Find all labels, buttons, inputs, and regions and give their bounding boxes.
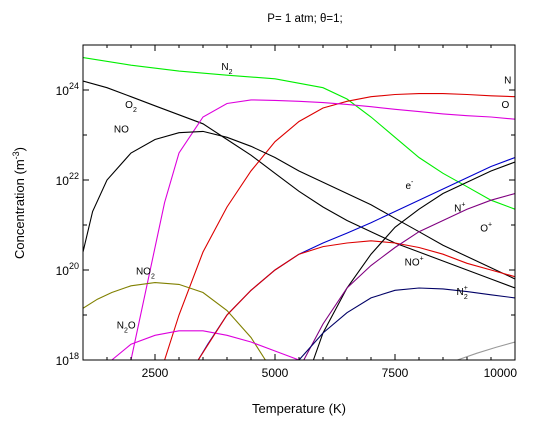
series-label-sup: + — [420, 256, 424, 263]
series-label-sub: 2 — [151, 274, 155, 281]
y-tick-base: 10 — [56, 354, 70, 368]
series-line-NO2 — [83, 282, 266, 360]
y-tick-label: 1020 — [56, 261, 79, 278]
series-line-NO — [83, 130, 515, 280]
series-label-N2+: N+ 2 — [457, 285, 468, 301]
series-line-O+ — [303, 192, 515, 360]
series-layer — [83, 57, 515, 360]
y-tick-exponent: 24 — [69, 81, 79, 91]
series-label-sup: + — [461, 202, 465, 209]
x-tick-label: 2500 — [142, 366, 169, 380]
series-label-main: e — [405, 181, 411, 192]
series-label-NO: NO — [114, 125, 129, 136]
y-axis-label-close: ) — [12, 147, 27, 151]
series-label-NO+: NO+ — [405, 256, 424, 269]
series-line-N — [164, 93, 515, 360]
series-label-N+: N+ — [454, 202, 465, 215]
y-axis-label: Concentration (m-3) — [11, 147, 27, 259]
y-axis-label-main: Concentration (m — [12, 159, 27, 259]
series-label-main: N — [457, 287, 464, 298]
series-label-O2: O2 — [125, 100, 137, 114]
plot-frame — [82, 44, 516, 361]
series-label-N2O: N2O — [117, 321, 136, 335]
chart-title: P= 1 atm; θ=1; — [267, 13, 342, 25]
x-tick-label: 7500 — [382, 366, 409, 380]
series-line-e- — [197, 156, 515, 360]
series-label-sup: - — [411, 179, 414, 186]
series-line-O — [130, 99, 515, 360]
series-label-sub: 2 — [133, 107, 137, 114]
series-label-main: NO — [114, 125, 129, 136]
series-label-tail: O — [128, 321, 136, 332]
series-label-O+: O+ — [480, 222, 492, 235]
series-label-main: NO — [136, 267, 151, 278]
series-label-main: O — [125, 100, 133, 111]
y-tick-label: 1018 — [56, 351, 79, 368]
y-tick-base: 10 — [56, 174, 70, 188]
series-label-N: N — [504, 75, 511, 86]
x-axis-label: Temperature (K) — [252, 401, 346, 416]
x-tick-label: 10000 — [484, 366, 518, 380]
series-label-main: N — [117, 321, 124, 332]
y-tick-exponent: 22 — [69, 171, 79, 181]
series-label-main: N — [454, 204, 461, 215]
series-line-N2O — [111, 330, 300, 360]
series-line-N+ — [312, 161, 515, 360]
y-tick-exponent: 20 — [69, 261, 79, 271]
y-axis-label-sup: -3 — [11, 151, 21, 159]
series-line-NO+ — [197, 240, 515, 360]
series-label-main: O — [502, 100, 510, 111]
x-tick-label: 5000 — [262, 366, 289, 380]
y-tick-label: 1022 — [56, 171, 79, 188]
series-label-e-: e- — [405, 179, 414, 192]
series-label-main: NO — [405, 258, 420, 269]
series-label-sup: + — [464, 285, 468, 292]
y-tick-exponent: 18 — [69, 351, 79, 361]
y-tick-base: 10 — [56, 264, 70, 278]
series-line-N2+ — [298, 287, 515, 360]
series-line-N2 — [83, 57, 515, 210]
series-label-sub: 2 — [464, 294, 468, 301]
series-label-main: O — [480, 224, 488, 235]
series-label-NO2: NO2 — [136, 267, 155, 281]
series-label-sub: 2 — [124, 328, 128, 335]
series-label-O: O — [502, 100, 510, 111]
series-label-main: N — [221, 62, 228, 73]
series-line-grey — [457, 341, 515, 360]
series-line-O2 — [83, 80, 515, 289]
series-label-N2: N2 — [221, 62, 232, 76]
series-label-main: N — [504, 75, 511, 86]
series-label-sup: + — [488, 222, 492, 229]
y-tick-label: 1024 — [56, 81, 79, 98]
series-label-sub: 2 — [229, 69, 233, 76]
y-tick-base: 10 — [56, 84, 70, 98]
